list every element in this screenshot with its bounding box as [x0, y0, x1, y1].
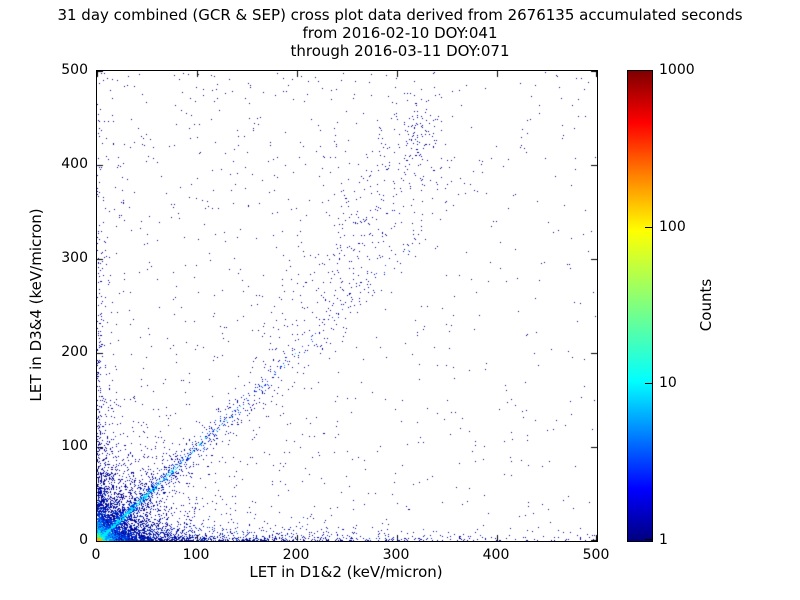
colorbar-tick-mark: [645, 539, 652, 540]
colorbar-tick-label: 1000: [659, 62, 695, 78]
x-tick-label: 400: [482, 547, 510, 563]
colorbar-tick-label: 10: [659, 375, 677, 392]
y-axis-label: LET in D3&4 (keV/micron): [27, 208, 45, 402]
colorbar-label: Counts: [697, 278, 715, 332]
colorbar-tick-label: 100: [659, 218, 686, 235]
y-tick-label: 100: [61, 438, 88, 454]
chart-subtitle-through: through 2016-03-11 DOY:071: [290, 42, 510, 60]
x-tick-label: 200: [282, 547, 310, 563]
x-tick-label: 500: [582, 547, 610, 563]
x-tick-label: 300: [382, 547, 410, 563]
y-tick-label: 200: [61, 344, 88, 360]
x-tick-label: 100: [182, 547, 210, 563]
y-tick-label: 300: [61, 250, 88, 266]
scatter-canvas: [97, 71, 597, 541]
x-axis-label: LET in D1&2 (keV/micron): [249, 563, 443, 581]
y-tick-label: 0: [79, 532, 88, 548]
colorbar: [627, 70, 653, 542]
x-tick-label: 0: [91, 547, 101, 563]
colorbar-tick-mark: [645, 227, 652, 228]
plot-area: [96, 70, 598, 542]
chart-subtitle-from: from 2016-02-10 DOY:041: [302, 24, 498, 42]
colorbar-tick-mark: [645, 383, 652, 384]
colorbar-tick-label: 1: [659, 532, 668, 548]
chart-title: 31 day combined (GCR & SEP) cross plot d…: [57, 6, 743, 24]
y-tick-label: 400: [61, 156, 88, 172]
y-tick-label: 500: [61, 62, 88, 78]
colorbar-tick-mark: [645, 70, 652, 71]
